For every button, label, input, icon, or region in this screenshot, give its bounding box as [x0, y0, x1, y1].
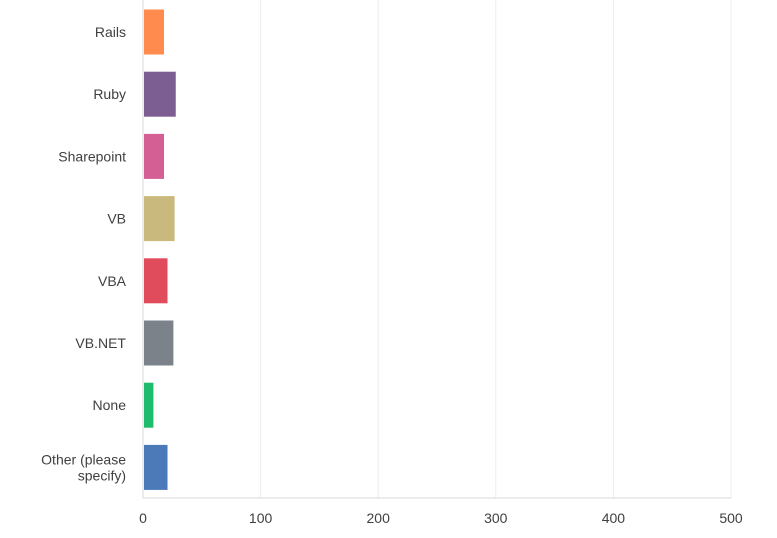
x-tick-label-500: 500	[719, 510, 743, 526]
category-label-2: Sharepoint	[58, 148, 126, 164]
x-tick-label-400: 400	[602, 510, 626, 526]
x-tick-label-0: 0	[139, 510, 147, 526]
category-label-4: VBA	[98, 273, 127, 289]
bar-6	[144, 382, 154, 428]
bar-3	[144, 196, 175, 242]
x-tick-label-100: 100	[249, 510, 273, 526]
category-label-7: Other (please specify)	[41, 451, 126, 483]
category-label-3: VB	[107, 211, 126, 227]
bar-7	[144, 444, 168, 490]
category-label-1: Ruby	[93, 86, 126, 102]
category-label-5: VB.NET	[75, 335, 126, 351]
bar-4	[144, 258, 168, 304]
x-tick-label-300: 300	[484, 510, 508, 526]
x-axis: 0 100 200 300 400 500	[139, 0, 743, 526]
bar-1	[144, 71, 176, 117]
category-label-0: Rails	[95, 24, 126, 40]
grid-lines	[260, 0, 732, 498]
bar-5	[144, 320, 174, 366]
category-labels: Rails Ruby Sharepoint VB VBA VB.NET None Other …	[41, 24, 126, 483]
bars	[144, 9, 176, 490]
bar-2	[144, 133, 164, 179]
category-label-6: None	[93, 397, 127, 413]
bar-0	[144, 9, 164, 55]
x-tick-label-200: 200	[367, 510, 391, 526]
